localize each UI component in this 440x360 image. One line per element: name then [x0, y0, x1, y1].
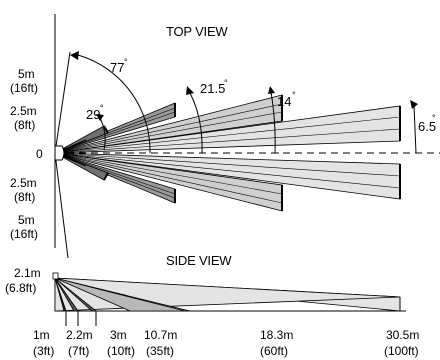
- height-label-ft: (6.8ft): [5, 281, 36, 295]
- zone-mid-lower-divider: [54, 152, 283, 204]
- angle-14-arc: [270, 91, 276, 154]
- y-label-2-5m-top: 2.5m: [10, 104, 37, 118]
- zone-short-upper-divider: [54, 111, 176, 154]
- dist-2-2m: 2.2m: [66, 328, 93, 342]
- dist-1m: 1m: [33, 328, 50, 342]
- zone-edge-line: [54, 51, 71, 154]
- angle-21-degree: °: [224, 78, 228, 88]
- side-sensor-icon: [52, 272, 59, 280]
- side-zone-curtain: [54, 277, 67, 312]
- zone-mid-lower-divider: [54, 152, 283, 195]
- zone-edge-line: [54, 152, 69, 259]
- side-zone-near: [54, 277, 79, 312]
- zone-near-lower-end: [103, 172, 109, 181]
- y-label-16ft-top: (16ft): [10, 81, 38, 95]
- top-view-zones: [54, 51, 401, 259]
- side-view-title: SIDE VIEW: [166, 253, 232, 268]
- angle-6-arrowhead: [410, 100, 418, 109]
- angle-21-arrowhead: [186, 86, 194, 95]
- zone-long-upper-divider: [54, 116, 401, 154]
- dist-7ft: (7ft): [68, 344, 89, 358]
- angle-77-label: 77: [110, 60, 124, 75]
- side-zone-mid-b: [54, 277, 186, 312]
- dist-100ft: (100ft): [384, 344, 419, 358]
- zone-long-lower-divider: [54, 152, 401, 189]
- angle-77-degree: °: [124, 57, 128, 67]
- dist-35ft: (35ft): [146, 344, 174, 358]
- dist-18-3m: 18.3m: [260, 328, 293, 342]
- zone-mid-upper-divider: [54, 111, 283, 154]
- zone-long-lower-divider: [54, 152, 401, 177]
- zone-mid-upper-divider: [54, 103, 283, 154]
- zone-near-upper-end: [103, 125, 109, 134]
- dist-10ft: (10ft): [107, 344, 135, 358]
- angle-29-label: 29: [86, 107, 100, 122]
- top-view: TOP VIEW 5m (16ft) 2.5m (8ft) 0 2.5m (8f…: [10, 14, 440, 259]
- y-label-16ft-bottom: (16ft): [10, 227, 38, 241]
- angle-29-arrowhead: [96, 114, 104, 121]
- angle-6-label: 6.5: [418, 119, 436, 134]
- side-zone-short: [54, 277, 98, 312]
- angle-21-label: 21.5: [200, 81, 225, 96]
- angle-14-arrowhead: [268, 86, 275, 94]
- y-label-5m-bottom: 5m: [18, 213, 35, 227]
- side-view: SIDE VIEW 2.1m (6.8ft) 1m (3ft) 2.2m (7f…: [5, 253, 419, 358]
- angle-77-arc: [77, 54, 151, 154]
- angle-6-marker: [413, 105, 417, 154]
- height-label-m: 2.1m: [14, 266, 41, 280]
- side-view-zones: [54, 277, 401, 312]
- angle-14-label: 14: [277, 94, 291, 109]
- dist-30-5m: 30.5m: [386, 328, 419, 342]
- angle-6-degree: °: [432, 113, 436, 123]
- y-label-2-5m-bottom: 2.5m: [10, 176, 37, 190]
- y-label-5m-top: 5m: [18, 67, 35, 81]
- zone-long-upper-divider: [54, 128, 401, 154]
- top-view-title: TOP VIEW: [166, 24, 228, 39]
- sensor-icon: [54, 145, 65, 161]
- y-label-8ft-top: (8ft): [14, 118, 35, 132]
- angle-21-arc: [189, 92, 203, 154]
- zone-short-lower-divider: [54, 152, 176, 195]
- angle-29-degree: °: [100, 103, 104, 113]
- angle-14-degree: °: [292, 90, 296, 100]
- y-label-zero: 0: [36, 147, 43, 161]
- angle-77-arrowhead: [70, 51, 79, 60]
- dist-3ft: (3ft): [33, 344, 54, 358]
- dist-3m: 3m: [110, 328, 127, 342]
- dist-10-7m: 10.7m: [144, 328, 177, 342]
- y-label-8ft-bottom: (8ft): [14, 190, 35, 204]
- dist-60ft: (60ft): [260, 344, 288, 358]
